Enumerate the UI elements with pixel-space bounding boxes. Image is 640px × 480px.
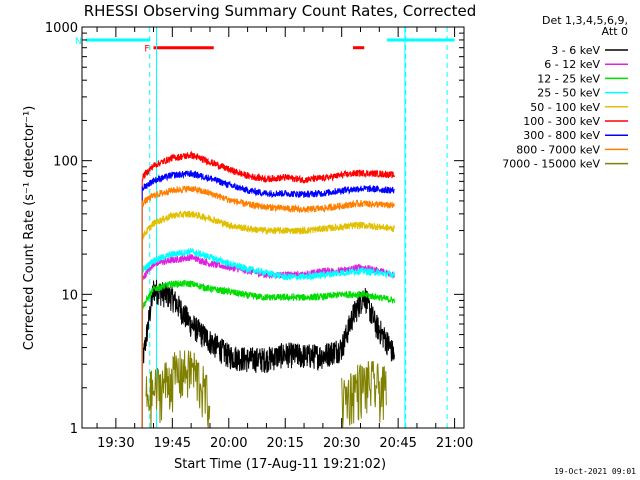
y-tick-label: 1 xyxy=(70,422,78,437)
flag-label: F xyxy=(144,45,149,55)
x-tick-label: 20:15 xyxy=(266,436,303,451)
y-tick-label: 1000 xyxy=(45,21,78,36)
legend-label: 300 - 800 keV xyxy=(523,129,600,142)
legend-header-line: Det 1,3,4,5,6,9, xyxy=(542,14,628,27)
x-tick-label: 19:30 xyxy=(97,436,134,451)
legend-label: 7000 - 15000 keV xyxy=(502,158,600,171)
legend-label: 100 - 300 keV xyxy=(523,115,600,128)
plot-frame xyxy=(81,26,465,429)
legend-label: 25 - 50 keV xyxy=(537,87,600,100)
legend-label: 3 - 6 keV xyxy=(551,44,600,57)
y-tick-label: 10 xyxy=(61,288,78,303)
series-line-2 xyxy=(141,279,395,428)
x-tick-label: 21:00 xyxy=(436,436,473,451)
x-axis: 19:30 19:45 20:00 20:15 20:30 20:45 21:00 xyxy=(96,27,473,451)
series-line-7 xyxy=(141,184,395,428)
series-line-3 xyxy=(141,247,395,428)
chart-title: RHESSI Observing Summary Count Rates, Co… xyxy=(84,2,477,20)
flag-label: N xyxy=(75,37,82,47)
series-layer xyxy=(141,150,395,429)
legend-label: 12 - 25 keV xyxy=(537,72,600,85)
x-tick-label: 20:00 xyxy=(210,436,247,451)
legend-label: 6 - 12 keV xyxy=(544,58,600,71)
x-axis-label: Start Time (17-Aug-11 19:21:02) xyxy=(174,457,386,472)
series-line-6 xyxy=(141,170,395,428)
series-line-8-segment-1 xyxy=(341,361,387,429)
legend-header-line: Att 0 xyxy=(602,25,628,38)
legend-label: 800 - 7000 keV xyxy=(516,143,600,156)
x-tick-label: 20:30 xyxy=(323,436,360,451)
y-tick-label: 100 xyxy=(53,155,78,170)
x-tick-label: 20:45 xyxy=(379,436,416,451)
y-axis: 1 10 100 1000 xyxy=(45,21,464,437)
series-line-0 xyxy=(141,279,395,428)
legend-header: Det 1,3,4,5,6,9,Att 0 xyxy=(542,14,628,38)
series-line-5 xyxy=(141,150,395,428)
legend-label: 50 - 100 keV xyxy=(530,101,600,114)
flag-bars: FN xyxy=(75,37,455,55)
y-axis-label: Corrected Count Rate (s⁻¹ detector⁻¹) xyxy=(22,106,37,351)
x-tick-label: 19:45 xyxy=(154,436,191,451)
series-line-4 xyxy=(141,210,395,428)
series-line-8-segment-0 xyxy=(145,350,211,429)
date-stamp: 19-Oct-2021 09:01 xyxy=(554,467,636,476)
